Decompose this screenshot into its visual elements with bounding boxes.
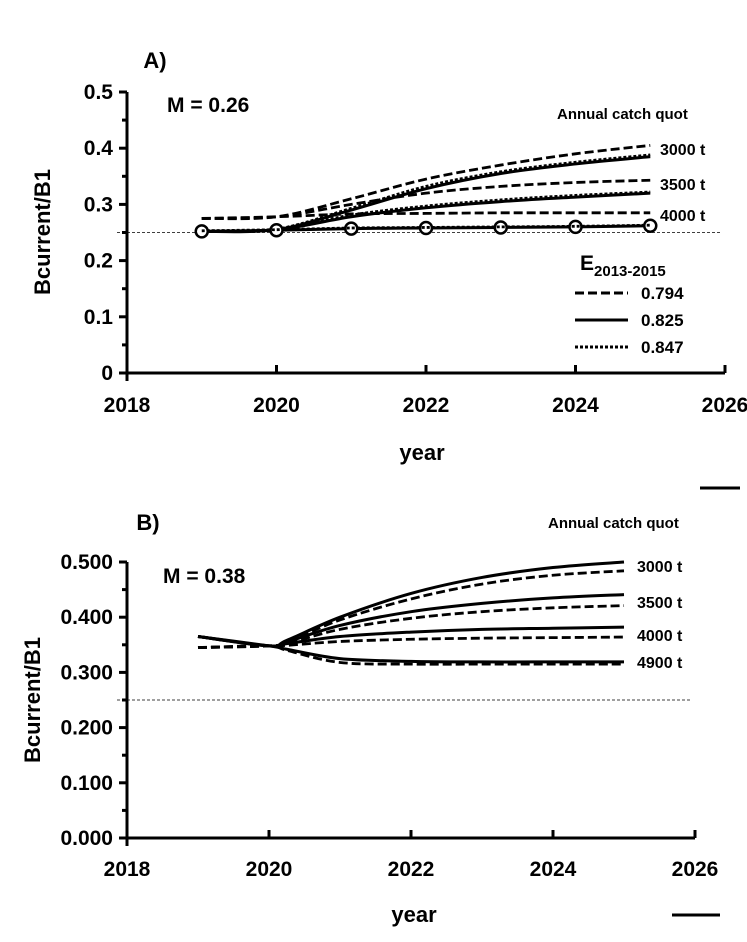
y-tick-label: 0.1 <box>84 306 114 329</box>
series-line-3000t-dashed <box>201 143 651 221</box>
series-line-3000t-dotted <box>201 153 651 233</box>
y-tick-label: 0.3 <box>84 193 113 216</box>
y-tick-label: 0.400 <box>60 606 113 629</box>
x-tick-label: 2020 <box>246 858 293 881</box>
series-line-3500t-dotted <box>201 190 651 233</box>
catch-label: 3000 t <box>660 142 706 159</box>
panel-label: A) <box>143 48 166 73</box>
catch-label: 4000 t <box>660 208 706 225</box>
catch-label: 3000 t <box>637 559 683 576</box>
panel-a: 0 0.1 0.2 0.3 0.4 0.5 2018 2020 2022 2024 2026 year… <box>30 48 747 490</box>
series-line-4000t-dashed <box>201 211 651 220</box>
catch-label: 3500 t <box>660 177 706 194</box>
catch-label: 4000 t <box>637 628 683 645</box>
legend-label: 0.794 <box>641 284 684 303</box>
x-axis-title: year <box>391 902 437 927</box>
panel-label: B) <box>136 510 159 535</box>
y-axis-title: Bcurrent/B1 <box>20 637 45 763</box>
x-tick-label: 2022 <box>388 858 435 881</box>
series-line-3500t-dashed <box>201 178 651 220</box>
data-point-marker <box>568 219 583 235</box>
y-tick-label: 0.100 <box>60 772 113 795</box>
catch-label: 4900 t <box>637 655 683 672</box>
series-line-4000t-solid <box>197 625 625 648</box>
y-tick-label: 0 <box>101 362 113 385</box>
x-tick-label: 2018 <box>104 858 151 881</box>
x-tick-label: 2024 <box>530 858 577 881</box>
y-axis-title: Bcurrent/B1 <box>30 169 55 295</box>
y-tick-label: 0.200 <box>60 717 113 740</box>
y-tick-label: 0.300 <box>60 661 113 684</box>
y-tick-label: 0.000 <box>60 827 113 850</box>
e-legend-title-subscript: 2013-2015 <box>594 263 666 280</box>
y-tick-label: 0.2 <box>84 250 113 273</box>
x-tick-label: 2026 <box>672 858 719 881</box>
x-tick-label: 2022 <box>403 394 450 417</box>
data-point-marker <box>493 220 508 235</box>
x-axis-title: year <box>399 440 445 465</box>
mortality-annotation: M = 0.26 <box>167 94 249 117</box>
x-tick-label: 2020 <box>253 394 300 417</box>
panel-b: 0.000 0.100 0.200 0.300 0.400 0.500 2018 2020 20… <box>20 510 720 927</box>
y-tick-label: 0.4 <box>84 137 114 160</box>
series-line-4900t-dashed <box>197 644 624 666</box>
catch-label: 3500 t <box>637 595 683 612</box>
y-tick-label: 0.5 <box>84 81 114 104</box>
x-tick-label: 2018 <box>104 394 151 417</box>
data-point-marker <box>194 224 209 239</box>
y-tick-label: 0.500 <box>60 551 113 574</box>
x-tick-label: 2026 <box>702 394 747 417</box>
legend-label: 0.847 <box>641 338 684 357</box>
legend-label: 0.825 <box>641 311 684 330</box>
e-legend-title: E2013-2015 <box>580 252 666 280</box>
mortality-annotation: M = 0.38 <box>163 565 246 588</box>
series-line-3000t-dashed <box>197 569 625 649</box>
catch-legend-title: Annual catch quot <box>557 106 688 123</box>
x-tick-label: 2024 <box>552 394 599 417</box>
catch-legend-title: Annual catch quot <box>548 515 679 532</box>
e-legend-title-main: E <box>580 252 594 275</box>
data-point-marker <box>643 218 658 234</box>
